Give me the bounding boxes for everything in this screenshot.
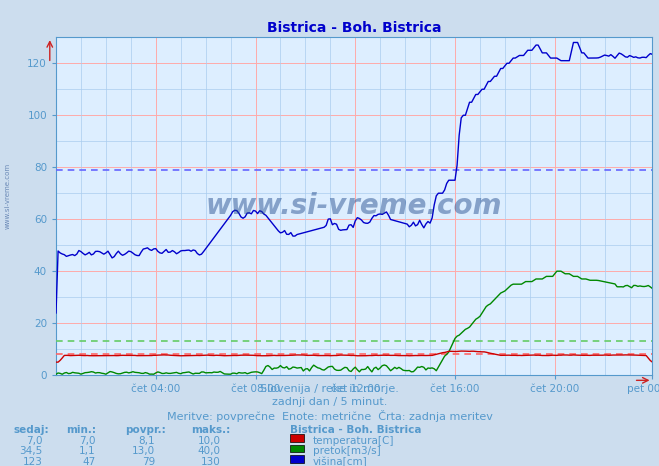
Text: 1,1: 1,1 [79, 446, 96, 456]
Text: Slovenija / reke in morje.: Slovenija / reke in morje. [260, 384, 399, 394]
Text: 79: 79 [142, 457, 155, 466]
Text: 47: 47 [82, 457, 96, 466]
Text: 34,5: 34,5 [20, 446, 43, 456]
Text: zadnji dan / 5 minut.: zadnji dan / 5 minut. [272, 397, 387, 407]
Text: pretok[m3/s]: pretok[m3/s] [313, 446, 381, 456]
Text: www.si-vreme.com: www.si-vreme.com [206, 192, 502, 220]
Text: Bistrica - Boh. Bistrica: Bistrica - Boh. Bistrica [290, 425, 422, 435]
Text: sedaj:: sedaj: [13, 425, 49, 435]
Text: Meritve: povprečne  Enote: metrične  Črta: zadnja meritev: Meritve: povprečne Enote: metrične Črta:… [167, 410, 492, 422]
Text: 40,0: 40,0 [198, 446, 221, 456]
Text: 7,0: 7,0 [26, 436, 43, 445]
Text: višina[cm]: višina[cm] [313, 457, 368, 466]
Text: 10,0: 10,0 [198, 436, 221, 445]
Text: maks.:: maks.: [191, 425, 231, 435]
Text: povpr.:: povpr.: [125, 425, 166, 435]
Title: Bistrica - Boh. Bistrica: Bistrica - Boh. Bistrica [267, 21, 442, 35]
Text: 8,1: 8,1 [138, 436, 155, 445]
Text: 7,0: 7,0 [79, 436, 96, 445]
Text: 123: 123 [23, 457, 43, 466]
Text: www.si-vreme.com: www.si-vreme.com [5, 163, 11, 229]
Text: temperatura[C]: temperatura[C] [313, 436, 395, 445]
Text: 130: 130 [201, 457, 221, 466]
Text: min.:: min.: [66, 425, 96, 435]
Text: 13,0: 13,0 [132, 446, 155, 456]
